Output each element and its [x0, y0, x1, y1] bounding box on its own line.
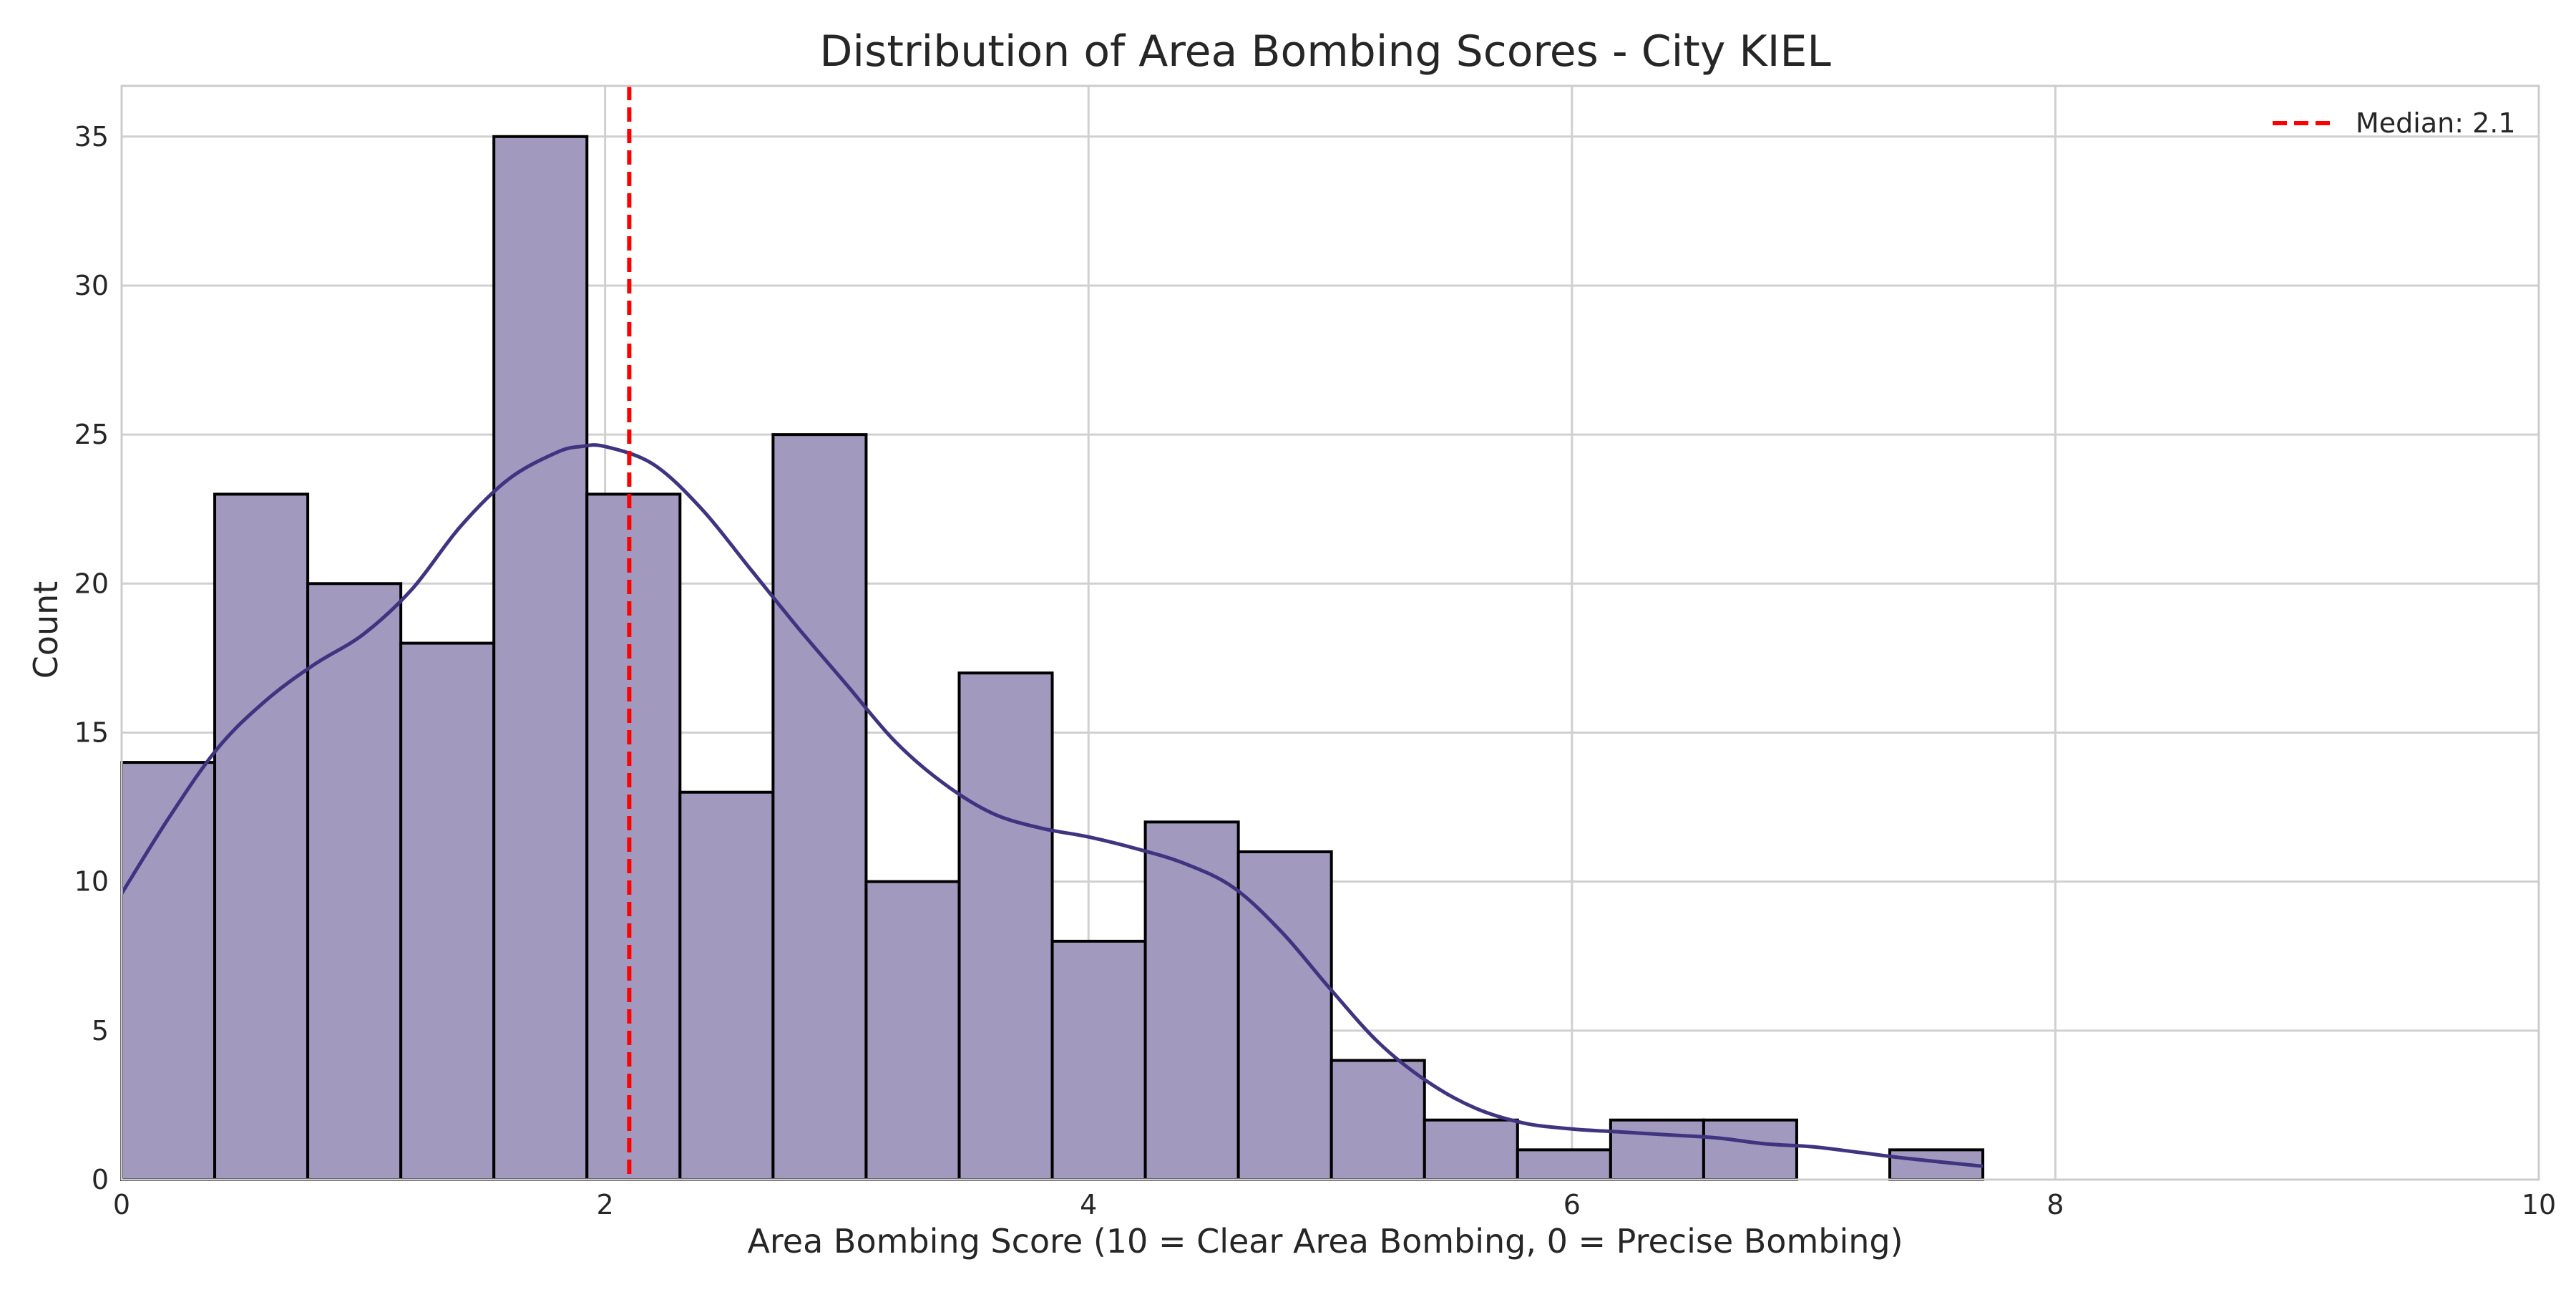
- y-tick-label-5: 25: [74, 419, 109, 450]
- histogram-bar-5: [585, 492, 682, 1181]
- y-axis-ticks: 0 5 10 15 20 25 30 35: [74, 121, 109, 1195]
- histogram-bar-17: [1702, 1118, 1798, 1181]
- histogram-bar-14: [1423, 1118, 1519, 1181]
- histogram-bar-11: [1143, 820, 1240, 1181]
- y-axis-label: Count: [26, 581, 65, 679]
- histogram-bar-13: [1330, 1059, 1426, 1181]
- x-tick-label-4: 8: [2046, 1189, 2064, 1220]
- histogram-bar-4: [492, 135, 589, 1181]
- x-tick-label-1: 2: [597, 1189, 614, 1220]
- x-tick-label-5: 10: [2522, 1189, 2556, 1220]
- x-tick-label-3: 6: [1563, 1189, 1581, 1220]
- legend-median-label: Median: 2.1: [2356, 107, 2516, 139]
- x-axis-ticks: 0 2 4 6 8 10: [113, 1189, 2556, 1220]
- x-axis-label: Area Bombing Score (10 = Clear Area Bomb…: [747, 1222, 1903, 1261]
- kde-curve: [119, 443, 1984, 1168]
- x-tick-label-0: 0: [113, 1189, 130, 1220]
- histogram-bar-0: [120, 761, 217, 1181]
- histogram-bar-8: [864, 880, 961, 1182]
- histogram-bars: [120, 135, 1985, 1182]
- histogram-bar-7: [771, 433, 868, 1181]
- histogram-bar-2: [306, 582, 403, 1181]
- y-tick-label-6: 30: [74, 270, 109, 301]
- histogram-bar-3: [399, 641, 496, 1181]
- histogram-bar-6: [678, 790, 775, 1181]
- y-tick-label-0: 0: [92, 1164, 109, 1195]
- histogram-bar-9: [957, 671, 1054, 1181]
- chart-title: Distribution of Area Bombing Scores - Ci…: [819, 26, 1831, 77]
- y-tick-label-3: 15: [74, 717, 109, 748]
- kde-curve-group: [119, 443, 1984, 1168]
- histogram-bar-1: [213, 492, 310, 1181]
- y-tick-label-7: 35: [74, 121, 109, 152]
- y-tick-label-1: 5: [92, 1015, 109, 1046]
- histogram-bar-10: [1050, 939, 1147, 1182]
- histogram-bar-16: [1609, 1118, 1705, 1181]
- legend: Median: 2.1: [2273, 107, 2516, 139]
- x-tick-label-2: 4: [1080, 1189, 1097, 1220]
- y-tick-label-4: 20: [74, 568, 109, 599]
- histogram-bar-15: [1516, 1148, 1612, 1181]
- axes-frame: [120, 84, 2540, 1181]
- y-tick-label-2: 10: [74, 866, 109, 898]
